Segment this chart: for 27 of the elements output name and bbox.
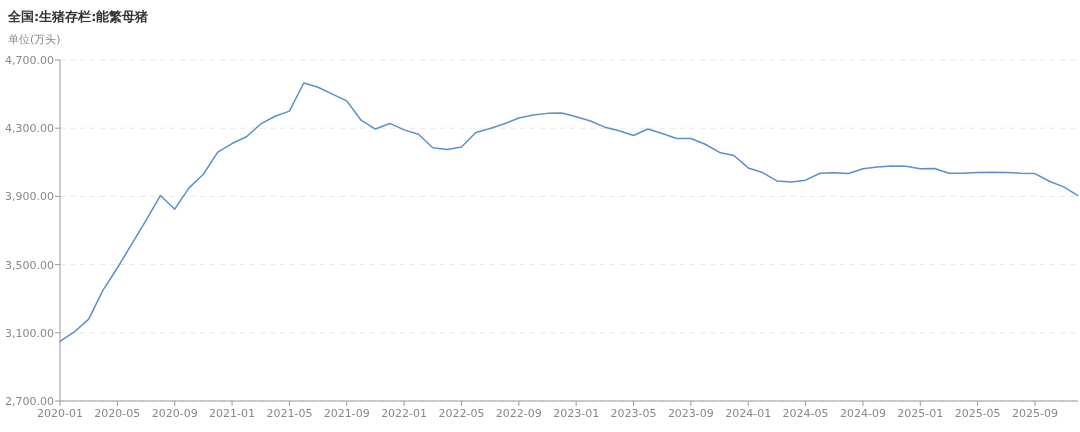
y-axis-title: 单位(万头) — [8, 33, 61, 46]
line-series — [59, 82, 1079, 343]
y-tick-label: 4,700.00 — [5, 54, 54, 67]
x-tick-label: 2020-09 — [151, 407, 198, 420]
x-tick-label: 2025-01 — [897, 407, 944, 420]
x-tick-label: 2023-09 — [667, 407, 714, 420]
x-tick-label: 2023-05 — [610, 407, 657, 420]
x-tick-label: 2020-05 — [94, 407, 141, 420]
x-tick-label: 2025-05 — [954, 407, 1001, 420]
chart-title: 全国:生猪存栏:能繁母猪 — [7, 9, 149, 24]
x-tick-label: 2022-09 — [495, 407, 542, 420]
x-tick-label: 2023-01 — [553, 407, 600, 420]
x-tick-label: 2020-01 — [37, 407, 83, 420]
x-tick-label: 2024-09 — [839, 407, 886, 420]
x-tick-label: 2025-09 — [1012, 407, 1058, 420]
x-tick-label: 2022-01 — [381, 407, 428, 420]
x-tick-label: 2021-05 — [266, 407, 313, 420]
x-tick-label: 2024-01 — [725, 407, 772, 420]
y-tick-label: 4,300.00 — [5, 122, 54, 136]
x-tick-label: 2024-05 — [782, 407, 829, 420]
x-tick-label: 2022-05 — [438, 407, 485, 420]
x-tick-label: 2021-09 — [323, 407, 370, 420]
y-tick-label: 3,900.00 — [5, 190, 54, 204]
x-tick-label: 2021-01 — [209, 407, 256, 420]
y-tick-label: 3,500.00 — [5, 258, 54, 272]
y-tick-label: 3,100.00 — [5, 326, 54, 340]
y-tick-label: 2,700.00 — [5, 395, 54, 408]
